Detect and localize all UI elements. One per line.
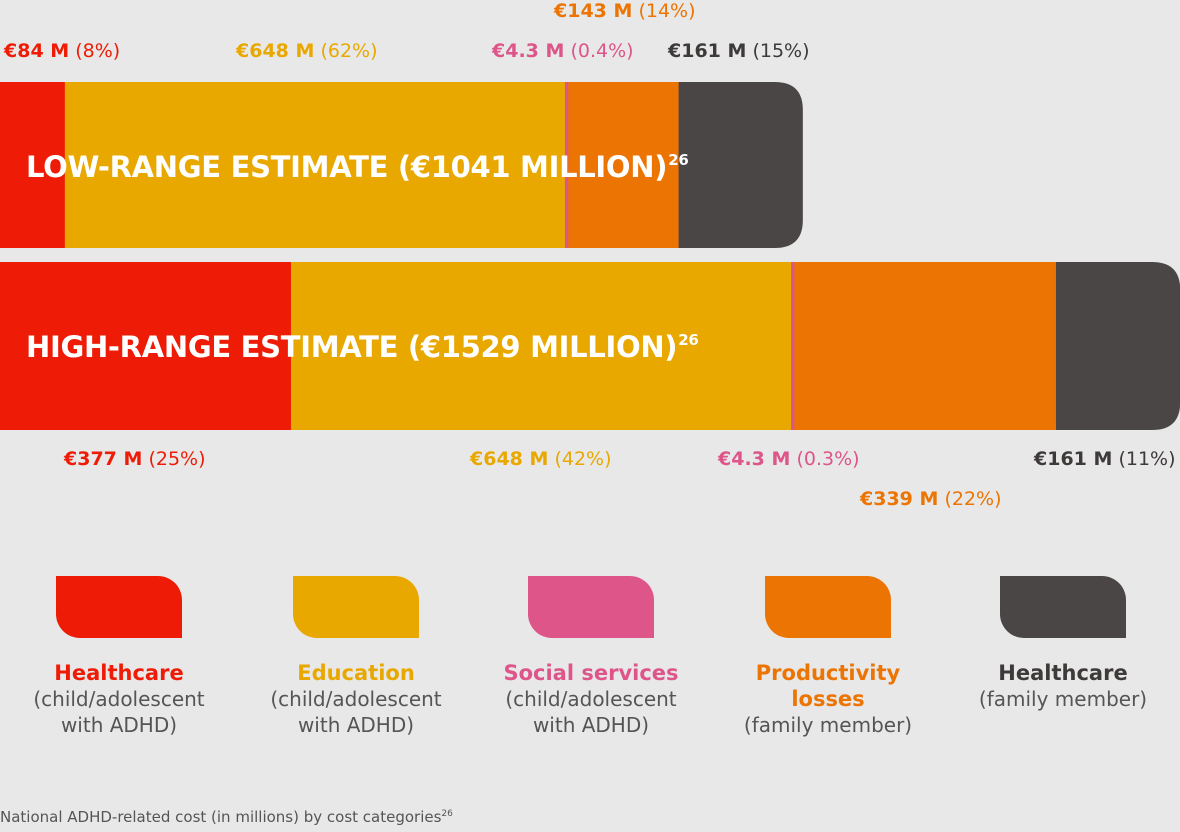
legend-item-healthcare-child: Healthcare (child/adolescent with ADHD) bbox=[4, 576, 234, 738]
legend-sub: (family member) bbox=[978, 687, 1148, 711]
legend-name: Social services bbox=[503, 661, 679, 685]
label-percent: (0.4%) bbox=[570, 40, 634, 62]
legend-sub: (family member) bbox=[743, 713, 913, 737]
legend-name: Productivity losses bbox=[755, 661, 901, 711]
bar-segment-social-services bbox=[564, 82, 569, 248]
label-amount: €648 M bbox=[470, 448, 549, 470]
label-amount: €339 M bbox=[860, 488, 939, 510]
bar-segment-education bbox=[64, 82, 566, 248]
bar-segment-healthcare-family bbox=[678, 82, 803, 248]
label-amount: €84 M bbox=[4, 40, 70, 62]
label-percent: (15%) bbox=[752, 40, 810, 62]
legend-item-healthcare-family: Healthcare (family member) bbox=[948, 576, 1178, 712]
footnote-sup: 26 bbox=[441, 809, 453, 819]
data-label-high-productivity: €339 M (22%) bbox=[860, 488, 1002, 510]
data-label-high-healthcare-child: €377 M (25%) bbox=[64, 448, 206, 470]
label-percent: (14%) bbox=[638, 0, 696, 22]
stacked-bar-chart bbox=[0, 82, 1180, 430]
legend-sub: (child/adolescent with ADHD) bbox=[505, 687, 677, 737]
legend-swatch bbox=[765, 576, 891, 638]
legend-name: Healthcare bbox=[998, 661, 1128, 685]
data-label-high-healthcare-family: €161 M (11%) bbox=[1034, 448, 1176, 470]
label-amount: €4.3 M bbox=[718, 448, 791, 470]
label-amount: €648 M bbox=[236, 40, 315, 62]
label-percent: (42%) bbox=[554, 448, 612, 470]
label-amount: €161 M bbox=[668, 40, 747, 62]
legend-item-productivity: Productivity losses (family member) bbox=[713, 576, 943, 738]
legend-swatch bbox=[528, 576, 654, 638]
bar-segment-education bbox=[290, 262, 792, 430]
footnote: National ADHD-related cost (in millions)… bbox=[0, 808, 453, 826]
legend-sub: (child/adolescent with ADHD) bbox=[270, 687, 442, 737]
label-amount: €4.3 M bbox=[492, 40, 565, 62]
data-label-high-social-services: €4.3 M (0.3%) bbox=[718, 448, 860, 470]
legend-swatch bbox=[56, 576, 182, 638]
label-amount: €143 M bbox=[554, 0, 633, 22]
legend-item-social-services: Social services (child/adolescent with A… bbox=[476, 576, 706, 738]
label-percent: (25%) bbox=[148, 448, 206, 470]
bar-title-high-sup: 26 bbox=[678, 331, 699, 349]
legend-name: Healthcare bbox=[54, 661, 184, 685]
bar-segment-social-services bbox=[791, 262, 795, 430]
bar-title-high: HIGH-RANGE ESTIMATE (€1529 MILLION)26 bbox=[26, 330, 699, 364]
data-label-low-social-services: €4.3 M (0.4%) bbox=[492, 40, 634, 62]
bar-segment-productivity bbox=[568, 82, 680, 248]
label-percent: (0.3%) bbox=[796, 448, 860, 470]
data-label-low-healthcare-child: €84 M (8%) bbox=[4, 40, 120, 62]
bar-high-range bbox=[0, 262, 1180, 430]
data-label-low-productivity: €143 M (14%) bbox=[554, 0, 696, 22]
legend-swatch bbox=[293, 576, 419, 638]
label-amount: €377 M bbox=[64, 448, 143, 470]
bar-segment-productivity bbox=[794, 262, 1057, 430]
label-percent: (8%) bbox=[75, 40, 121, 62]
label-percent: (11%) bbox=[1118, 448, 1176, 470]
bar-segment-healthcare-child bbox=[0, 262, 292, 430]
bar-low-range bbox=[0, 82, 803, 248]
bar-title-low-text: LOW-RANGE ESTIMATE (€1041 MILLION) bbox=[26, 150, 668, 184]
legend-sub: (child/adolescent with ADHD) bbox=[33, 687, 205, 737]
bar-segment-healthcare-family bbox=[1055, 262, 1180, 430]
label-percent: (22%) bbox=[944, 488, 1002, 510]
legend-swatch bbox=[1000, 576, 1126, 638]
label-amount: €161 M bbox=[1034, 448, 1113, 470]
data-label-low-healthcare-family: €161 M (15%) bbox=[668, 40, 810, 62]
data-label-high-education: €648 M (42%) bbox=[470, 448, 612, 470]
legend-name: Education bbox=[297, 661, 415, 685]
legend-item-education: Education (child/adolescent with ADHD) bbox=[241, 576, 471, 738]
footnote-text: National ADHD-related cost (in millions)… bbox=[0, 808, 442, 826]
data-label-low-education: €648 M (62%) bbox=[236, 40, 378, 62]
bar-title-low: LOW-RANGE ESTIMATE (€1041 MILLION)26 bbox=[26, 150, 689, 184]
label-percent: (62%) bbox=[320, 40, 378, 62]
bar-title-low-sup: 26 bbox=[668, 151, 689, 169]
bar-title-high-text: HIGH-RANGE ESTIMATE (€1529 MILLION) bbox=[26, 330, 678, 364]
bar-segment-healthcare-child bbox=[0, 82, 66, 248]
